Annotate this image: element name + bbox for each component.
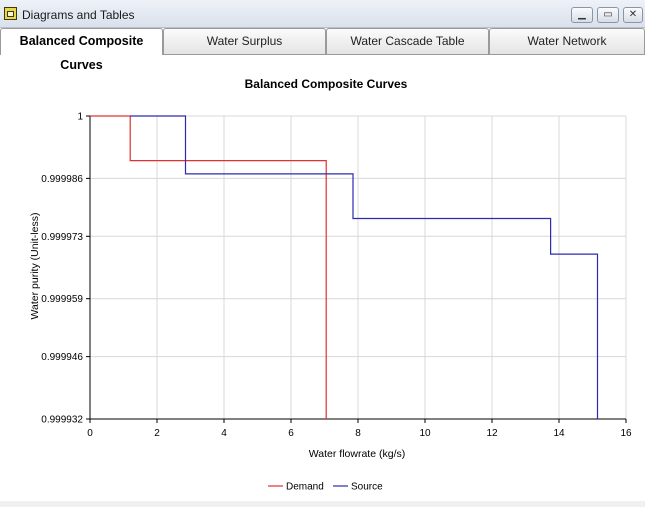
legend: Demand Source [268,482,383,493]
y-tick-label: 0.999946 [41,352,83,363]
axes: 0 2 4 6 8 10 12 14 16 1 0.999986 0.999973 0.999959 0.… [41,112,632,440]
y-tick-label: 0.999959 [41,294,83,305]
x-tick-label: 4 [221,428,227,439]
x-tick-label: 8 [355,428,361,439]
y-axis-label: Water purity (Unit-less) [29,213,41,320]
close-button[interactable]: ✕ [623,7,643,23]
x-axis-label: Water flowrate (kg/s) [309,448,405,460]
window-title: Diagrams and Tables [22,8,135,22]
chart-panel: Balanced Composite Curves 0 2 4 6 8 10 12 14 16 1… [0,54,645,501]
tab-water-surplus[interactable]: Water Surplus [163,28,326,54]
composite-curves-chart: Balanced Composite Curves 0 2 4 6 8 10 12 14 16 1… [29,77,632,493]
x-tick-label: 6 [288,428,294,439]
app-icon [4,7,17,20]
y-tick-label: 1 [77,112,83,123]
tab-water-network[interactable]: Water Network [489,28,645,54]
x-tick-label: 14 [553,428,565,439]
x-tick-label: 12 [486,428,498,439]
y-tick-label: 0.999973 [41,232,83,243]
x-tick-label: 0 [87,428,93,439]
series-line-source [130,115,599,419]
y-tick-label: 0.999986 [41,174,83,185]
minimize-button[interactable]: ▁ [571,7,593,23]
grid-lines [89,115,627,420]
chart-title: Balanced Composite Curves [245,77,408,91]
window-titlebar: Diagrams and Tables ▁ ▭ ✕ [0,0,645,28]
legend-demand-label: Demand [286,482,324,493]
maximize-button[interactable]: ▭ [597,7,619,23]
x-tick-label: 16 [620,428,632,439]
series-lines [90,115,599,419]
x-tick-label: 2 [154,428,160,439]
x-tick-label: 10 [419,428,431,439]
tab-bar: Balanced Composite Curves Water Surplus … [0,28,645,72]
tab-balanced-composite-curves[interactable]: Balanced Composite Curves [0,28,163,72]
series-line-demand [90,115,327,419]
tab-water-cascade-table[interactable]: Water Cascade Table [326,28,489,54]
legend-source-label: Source [351,482,383,493]
y-tick-label: 0.999932 [41,415,83,426]
